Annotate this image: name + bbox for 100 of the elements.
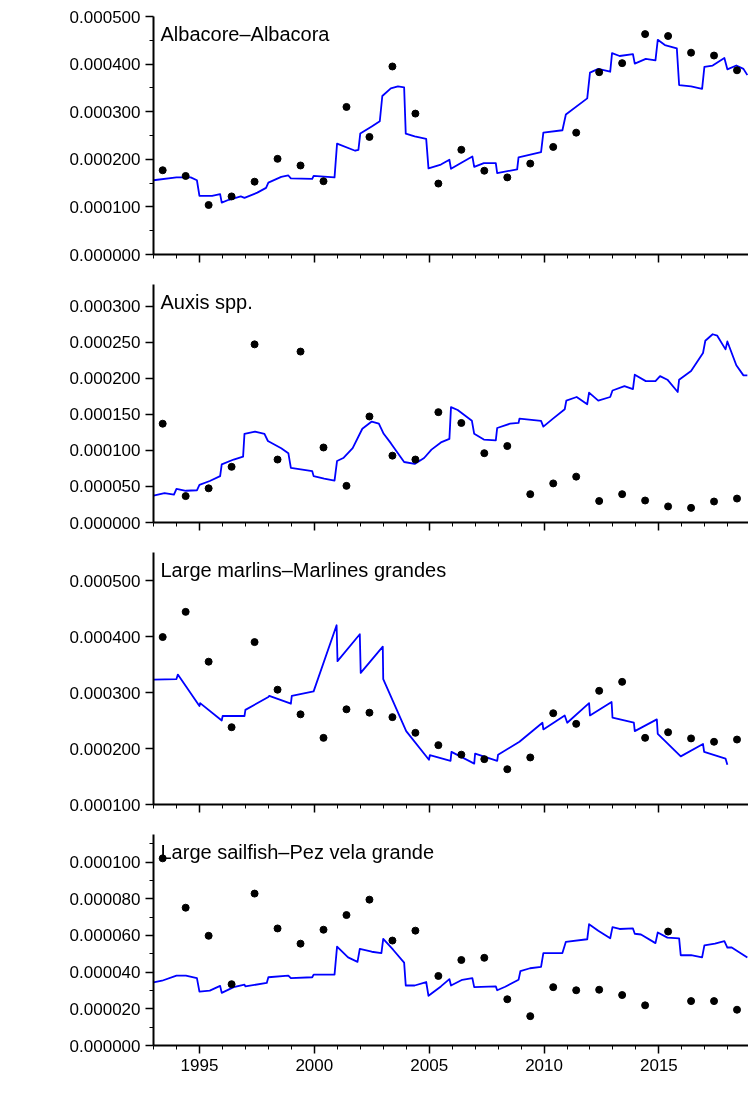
point	[181, 492, 190, 501]
point	[388, 936, 397, 945]
point	[526, 490, 535, 499]
y-tick-label: 0.000020	[69, 999, 141, 1019]
point	[342, 705, 351, 714]
y-tick-label: 0.000100	[69, 853, 141, 873]
point	[204, 484, 213, 493]
point	[641, 1001, 650, 1010]
point	[480, 953, 489, 962]
point	[572, 128, 581, 137]
point	[480, 755, 489, 764]
point	[319, 443, 328, 452]
point	[503, 765, 512, 774]
line-series	[153, 923, 748, 997]
point	[411, 728, 420, 737]
y-tick-label: 0.000300	[69, 683, 141, 703]
point	[365, 412, 374, 421]
point	[342, 102, 351, 111]
chart-title: Large sailfish–Pez vela grande	[160, 840, 435, 863]
point	[388, 713, 397, 722]
point	[572, 472, 581, 481]
point	[549, 142, 558, 151]
point	[710, 997, 719, 1006]
chart-title: Albacore–Albacora	[160, 22, 331, 45]
point	[572, 986, 581, 995]
point	[319, 733, 328, 742]
point	[595, 68, 604, 77]
point	[457, 418, 466, 427]
point	[664, 728, 673, 737]
point	[480, 166, 489, 175]
y-tick-label: 0.000040	[69, 963, 141, 983]
point	[181, 607, 190, 616]
x-tick-label: 2005	[410, 1055, 449, 1075]
x-tick-label: 1995	[180, 1055, 219, 1075]
x-tick-label: 2015	[640, 1055, 678, 1075]
y-tick-label: 0.000300	[69, 297, 141, 317]
y-tick-label: 0.000000	[69, 513, 141, 533]
y-tick-label: 0.000300	[69, 102, 141, 122]
point	[296, 710, 305, 719]
point	[733, 735, 742, 744]
point	[250, 638, 259, 647]
point	[549, 983, 558, 992]
point	[411, 926, 420, 935]
point	[434, 179, 443, 188]
point	[664, 927, 673, 936]
y-tick-label: 0.000000	[69, 1036, 141, 1056]
point	[227, 980, 236, 989]
point	[365, 708, 374, 717]
point	[227, 723, 236, 732]
point	[181, 171, 190, 180]
point	[434, 741, 443, 750]
point	[549, 709, 558, 718]
y-tick-label: 0.000200	[69, 150, 141, 170]
point	[503, 995, 512, 1004]
y-tick-label: 0.000500	[69, 571, 141, 591]
point	[664, 502, 673, 511]
point	[227, 462, 236, 471]
point	[526, 159, 535, 168]
y-tick-label: 0.000150	[69, 405, 141, 425]
point	[319, 925, 328, 934]
point	[641, 30, 650, 39]
point	[457, 956, 466, 964]
point	[250, 340, 259, 349]
point	[204, 201, 213, 209]
point	[296, 161, 305, 170]
point	[733, 494, 742, 503]
point	[595, 985, 604, 994]
y-tick-label: 0.000050	[69, 477, 141, 497]
point	[250, 177, 259, 186]
point	[618, 991, 627, 1000]
y-tick-label: 0.000500	[69, 7, 141, 27]
point	[365, 132, 374, 141]
point	[365, 895, 374, 904]
point	[733, 66, 742, 75]
point	[618, 677, 627, 686]
y-tick-label: 0.000200	[69, 739, 141, 759]
point	[411, 109, 420, 118]
point	[342, 911, 351, 920]
point	[388, 62, 397, 71]
point	[434, 971, 443, 980]
point	[227, 192, 236, 201]
point	[618, 59, 627, 68]
point	[181, 903, 190, 912]
point	[273, 154, 282, 163]
y-tick-label: 0.000200	[69, 369, 141, 389]
y-tick-label: 0.000250	[69, 333, 141, 353]
point	[503, 442, 512, 451]
point	[158, 419, 167, 428]
point	[158, 166, 167, 175]
point	[526, 753, 535, 762]
point	[664, 32, 673, 41]
point	[641, 733, 650, 742]
chart-title: Large marlins–Marlines grandes	[160, 558, 447, 581]
point	[204, 657, 213, 666]
point	[342, 481, 351, 490]
y-tick-label: 0.000400	[69, 627, 141, 647]
line-series	[153, 624, 729, 766]
point	[687, 503, 696, 512]
point	[687, 997, 696, 1006]
point	[710, 497, 719, 506]
